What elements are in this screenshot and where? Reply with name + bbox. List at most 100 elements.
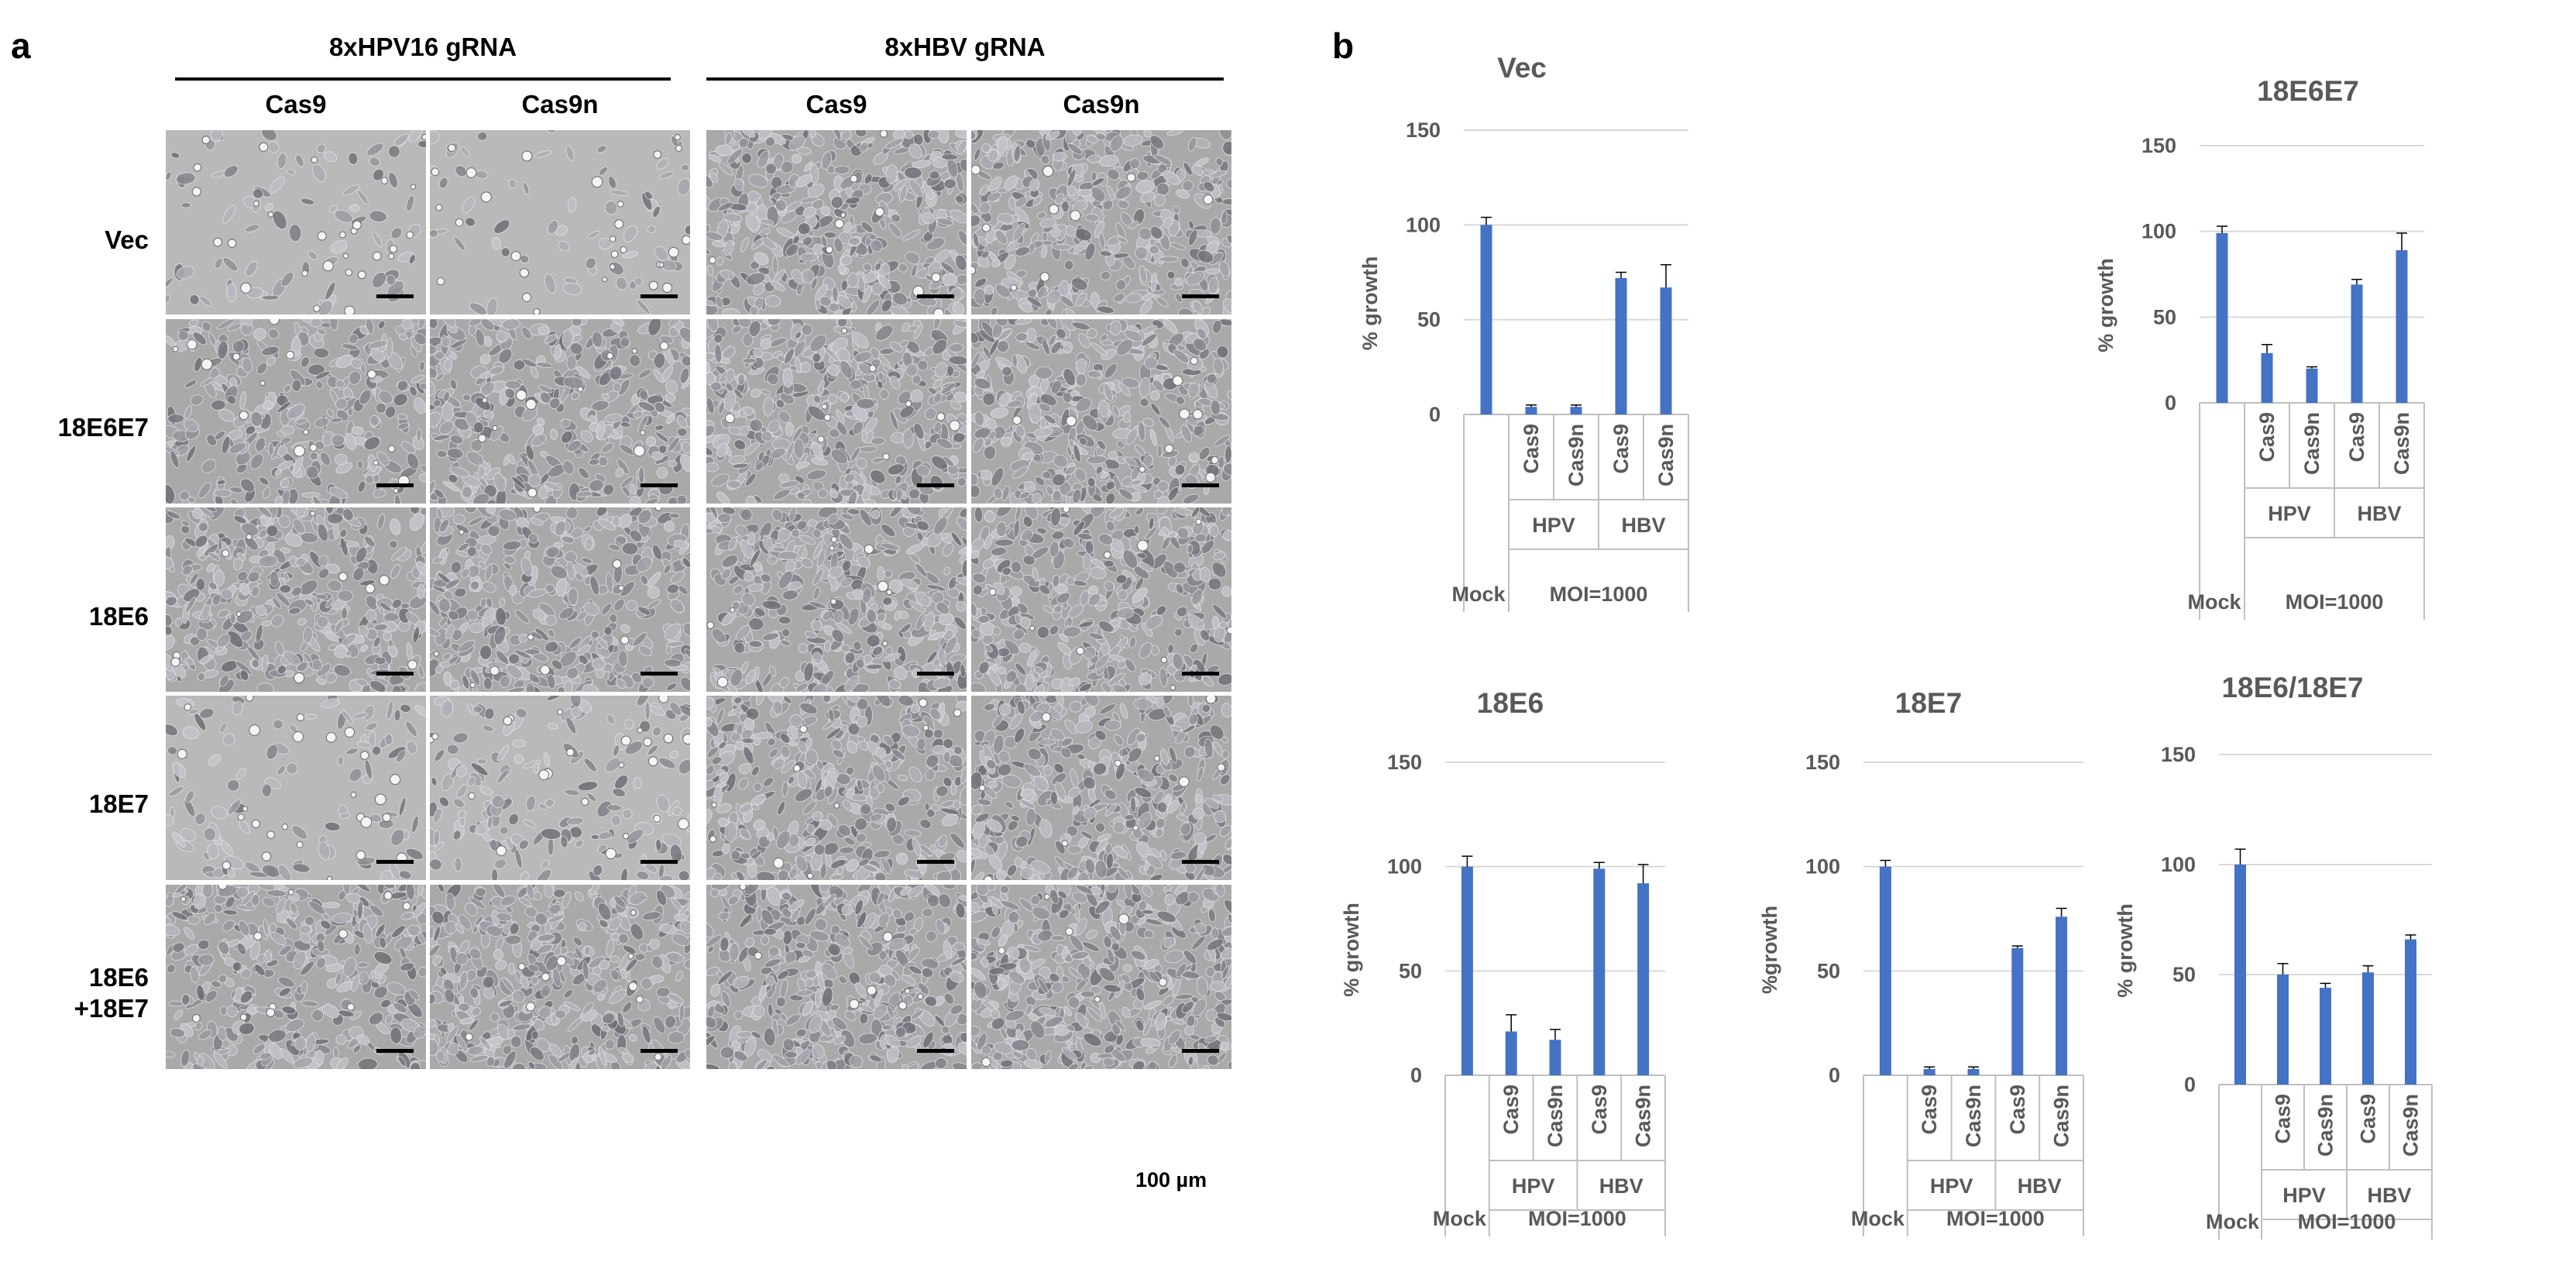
scale-bar: [376, 1049, 414, 1053]
x-tick-label: Cas9n: [2390, 412, 2413, 475]
x-tick-label: Cas9n: [2399, 1094, 2423, 1157]
bar: [2351, 284, 2363, 403]
bar: [2056, 916, 2067, 1075]
y-tick-label: 50: [2153, 305, 2176, 328]
bar: [1924, 1069, 1935, 1075]
x-tick-label: Cas9n: [1564, 424, 1588, 487]
x-tick-label: Cas9n: [1654, 424, 1678, 487]
scale-bar: [917, 483, 954, 487]
bar: [2306, 369, 2318, 403]
micrograph-tile: [430, 507, 690, 692]
micrograph-tile: [971, 130, 1231, 315]
scale-bar: [917, 1049, 954, 1053]
x-tick-label: Cas9n: [1962, 1085, 1985, 1147]
group-label: HBV: [2367, 1184, 2411, 1207]
scale-bar: [376, 860, 414, 864]
group-label: HPV: [2282, 1184, 2326, 1207]
micrograph-tile: [166, 885, 426, 1069]
micrograph-tile: [706, 319, 967, 504]
micrograph-tile: [430, 319, 690, 504]
bar: [1637, 883, 1649, 1075]
y-tick-label: 100: [1805, 855, 1840, 879]
group-title-hpv: 8xHPV16 gRNA: [175, 33, 671, 62]
y-axis-label: % growth: [2114, 903, 2137, 998]
bar: [2234, 865, 2246, 1085]
x-tick-label: Cas9n: [1632, 1085, 1655, 1147]
x-tick-label: Cas9: [1609, 424, 1633, 474]
scale-bar: [376, 483, 414, 487]
scale-bar: [917, 672, 954, 676]
scale-bar: [1182, 294, 1219, 298]
micrograph-tile: [706, 696, 967, 880]
group-label: HBV: [2357, 502, 2401, 525]
micrograph-tile: [430, 885, 690, 1069]
bar: [2405, 940, 2416, 1085]
y-tick-label: 50: [2172, 963, 2196, 986]
y-tick-label: 50: [1399, 959, 1422, 982]
y-tick-label: 0: [2184, 1073, 2196, 1096]
bar: [2362, 972, 2374, 1085]
micrograph-tile: [430, 696, 690, 880]
bar: [1880, 867, 1891, 1075]
y-tick-label: 100: [1387, 855, 1422, 879]
footer-label: Mock: [2206, 1210, 2260, 1233]
micrograph-tile: [971, 696, 1231, 880]
scale-bar-label: 100 µm: [1135, 1168, 1207, 1192]
row-label: 18E6E7: [15, 412, 149, 443]
group-label: HBV: [1599, 1174, 1643, 1198]
y-tick-label: 150: [1805, 751, 1840, 774]
y-axis-label: %growth: [1758, 906, 1781, 994]
chart-title: 18E6: [1477, 687, 1544, 719]
group-label: HBV: [2018, 1174, 2062, 1198]
y-tick-label: 50: [1817, 959, 1840, 982]
row-label: 18E7: [15, 789, 149, 820]
y-tick-label: 0: [1429, 403, 1441, 426]
panel-a-letter: a: [11, 25, 31, 67]
chart-title: 18E6E7: [2257, 75, 2359, 107]
micrograph-tile: [706, 507, 967, 692]
bar: [1550, 1040, 1561, 1075]
y-tick-label: 0: [1410, 1064, 1422, 1087]
x-tick-label: Cas9: [1499, 1085, 1523, 1135]
scale-bar: [641, 672, 678, 676]
footer-label: MOI=1000: [1528, 1207, 1626, 1230]
bar: [2217, 233, 2228, 403]
bar: [1661, 287, 1672, 414]
y-tick-label: 50: [1417, 308, 1441, 332]
x-tick-label: Cas9: [1918, 1085, 1941, 1135]
x-tick-label: Cas9n: [2300, 412, 2324, 475]
chart-title: 18E7: [1895, 687, 1962, 719]
y-tick-label: 100: [1406, 213, 1441, 236]
bar: [1968, 1069, 1980, 1075]
scale-bar: [1182, 672, 1219, 676]
bar: [2320, 988, 2331, 1085]
group-label: HBV: [1621, 514, 1665, 537]
scale-bar: [641, 483, 678, 487]
scale-bar: [917, 860, 954, 864]
scale-bar: [641, 294, 678, 298]
y-tick-label: 150: [2142, 134, 2176, 157]
column-label: Cas9n: [430, 90, 690, 119]
scale-bar: [376, 294, 414, 298]
x-tick-label: Cas9: [1520, 424, 1543, 474]
y-tick-label: 100: [2161, 853, 2196, 876]
scale-bar: [641, 1049, 678, 1053]
footer-label: Mock: [1451, 583, 1506, 606]
micrograph-tile: [166, 319, 426, 504]
bar: [2277, 975, 2289, 1085]
scale-bar: [1182, 483, 1219, 487]
x-tick-label: Cas9: [2255, 412, 2279, 462]
y-tick-label: 150: [1387, 751, 1422, 774]
x-tick-label: Cas9: [2345, 412, 2368, 462]
group-rule-hbv: [706, 77, 1224, 81]
y-tick-label: 0: [2165, 391, 2176, 414]
scale-bar: [1182, 1049, 1219, 1053]
scale-bar: [641, 860, 678, 864]
column-label: Cas9n: [971, 90, 1231, 119]
footer-label: Mock: [1433, 1207, 1487, 1230]
group-label: HPV: [2268, 502, 2311, 525]
